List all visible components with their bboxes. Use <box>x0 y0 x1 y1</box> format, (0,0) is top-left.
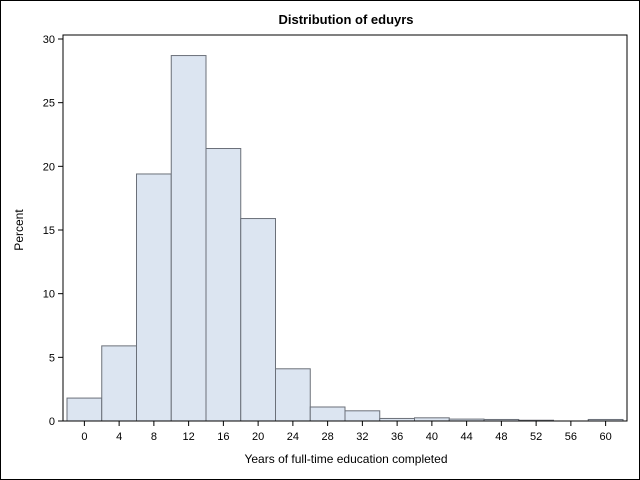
x-axis-label: Years of full-time education completed <box>244 452 447 466</box>
y-axis-label: Percent <box>12 209 26 251</box>
x-tick-label: 20 <box>252 431 264 443</box>
x-tick-label: 4 <box>116 431 122 443</box>
x-tick-label: 56 <box>565 431 577 443</box>
x-tick-label: 60 <box>600 431 612 443</box>
histogram-bar <box>275 368 311 422</box>
histogram-bar <box>309 406 346 422</box>
x-tick-label: 8 <box>151 431 157 443</box>
x-tick-label: 32 <box>356 431 368 443</box>
y-tick-label: 20 <box>43 161 55 173</box>
x-tick-label: 40 <box>426 431 438 443</box>
histogram-bar <box>240 218 276 422</box>
histogram-bar <box>66 397 103 422</box>
y-tick-label: 30 <box>43 34 55 46</box>
x-tick-label: 36 <box>391 431 403 443</box>
histogram-bar <box>205 148 242 422</box>
histogram-bar <box>344 410 381 422</box>
bars-group <box>66 55 624 422</box>
plot-area-border <box>62 34 628 422</box>
chart-title: Distribution of eduyrs <box>278 12 413 27</box>
y-tick-label: 0 <box>49 416 55 428</box>
x-tick-label: 12 <box>183 431 195 443</box>
x-tick-label: 52 <box>530 431 542 443</box>
x-tick-label: 24 <box>287 431 299 443</box>
x-tick-label: 44 <box>461 431 473 443</box>
x-tick-label: 16 <box>217 431 229 443</box>
x-tick-label: 48 <box>495 431 507 443</box>
y-tick-label: 10 <box>43 289 55 301</box>
histogram-bar <box>136 173 172 422</box>
x-tick-label: 0 <box>81 431 87 443</box>
x-tick-label: 28 <box>322 431 334 443</box>
histogram-bar <box>170 55 207 422</box>
y-tick-label: 15 <box>43 225 55 237</box>
y-tick-label: 5 <box>49 352 55 364</box>
histogram-bar <box>101 345 137 422</box>
y-tick-label: 25 <box>43 98 55 110</box>
